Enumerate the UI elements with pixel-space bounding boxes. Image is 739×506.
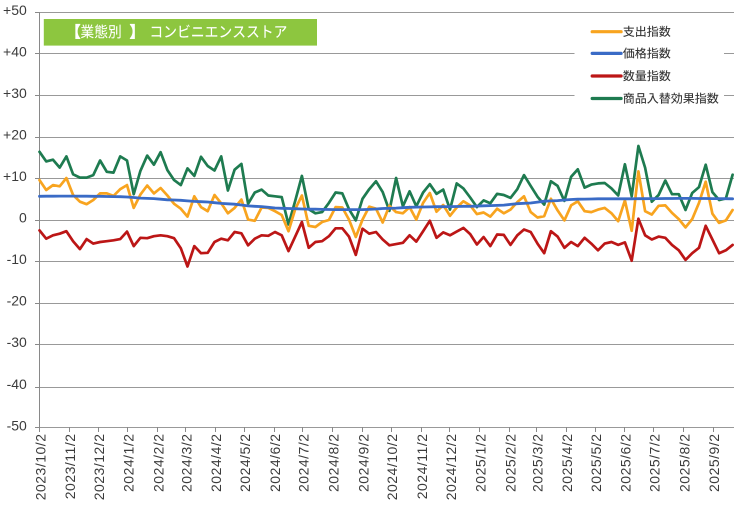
svg-text:2025/3/2: 2025/3/2 [529,434,545,493]
svg-text:0: 0 [19,210,27,226]
svg-text:-30: -30 [7,334,27,350]
svg-text:2024/4/2: 2024/4/2 [208,434,224,493]
svg-text:2024/3/2: 2024/3/2 [178,434,194,493]
svg-text:-10: -10 [7,251,27,267]
svg-text:+40: +40 [3,43,27,59]
svg-text:2024/7/2: 2024/7/2 [296,434,312,493]
svg-text:2025/1/2: 2025/1/2 [473,434,489,493]
svg-text:2023/12/2: 2023/12/2 [91,434,107,501]
svg-text:2024/6/2: 2024/6/2 [267,434,283,493]
svg-text:2025/5/2: 2025/5/2 [588,434,604,493]
svg-text:2024/8/2: 2024/8/2 [326,434,342,493]
svg-text:+50: +50 [3,2,27,18]
svg-text:+30: +30 [3,85,27,101]
svg-text:2025/9/2: 2025/9/2 [706,434,722,493]
svg-text:2024/10/2: 2024/10/2 [384,434,400,501]
svg-text:2024/1/2: 2024/1/2 [121,434,137,493]
svg-text:2023/10/2: 2023/10/2 [32,434,48,501]
svg-text:2025/2/2: 2025/2/2 [502,434,518,493]
svg-text:2024/12/2: 2024/12/2 [443,434,459,501]
svg-text:2023/11/2: 2023/11/2 [62,434,78,500]
svg-text:-20: -20 [7,293,27,309]
svg-text:2024/11/2: 2024/11/2 [414,434,430,500]
svg-text:2025/8/2: 2025/8/2 [676,434,692,493]
svg-text:+10: +10 [3,168,27,184]
svg-text:2024/2/2: 2024/2/2 [151,434,167,493]
svg-text:2025/6/2: 2025/6/2 [618,434,634,493]
svg-text:2024/5/2: 2024/5/2 [237,434,253,493]
svg-text:2025/7/2: 2025/7/2 [647,434,663,493]
svg-text:+20: +20 [3,126,27,142]
svg-text:2024/9/2: 2024/9/2 [355,434,371,493]
svg-text:2025/4/2: 2025/4/2 [559,434,575,493]
svg-text:-40: -40 [7,376,27,392]
svg-text:-50: -50 [7,417,27,433]
